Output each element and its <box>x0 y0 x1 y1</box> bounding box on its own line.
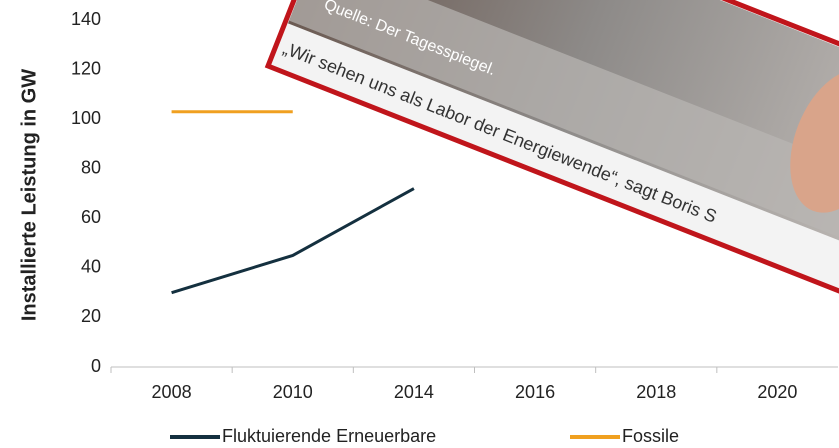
legend-label: Fossile <box>622 426 679 446</box>
x-tick-label: 2016 <box>515 382 555 402</box>
legend: Fluktuierende Erneuerbare Fossile <box>170 426 679 446</box>
newspaper-clipping: Quelle: Der Tagesspiegel. „Wir sehen uns… <box>268 0 839 330</box>
chart: Installierte Leistung in GW 0 20 40 60 80 100… <box>0 0 839 448</box>
y-tick-label: 100 <box>71 108 101 128</box>
series-line <box>172 189 414 293</box>
x-tick-label: 2018 <box>636 382 676 402</box>
y-tick-label: 60 <box>81 207 101 227</box>
x-tick-label: 2008 <box>152 382 192 402</box>
y-tick-label: 40 <box>81 257 101 277</box>
y-tick-label: 80 <box>81 157 101 177</box>
y-tick-label: 20 <box>81 306 101 326</box>
y-tick-label: 0 <box>91 356 101 376</box>
y-tick-label: 120 <box>71 58 101 78</box>
x-tick-label: 2010 <box>273 382 313 402</box>
x-tick-label: 2020 <box>757 382 797 402</box>
x-tick-label: 2014 <box>394 382 434 402</box>
legend-label: Fluktuierende Erneuerbare <box>222 426 436 446</box>
y-tick-label: 140 <box>71 9 101 29</box>
y-axis-title: Installierte Leistung in GW <box>18 69 40 321</box>
